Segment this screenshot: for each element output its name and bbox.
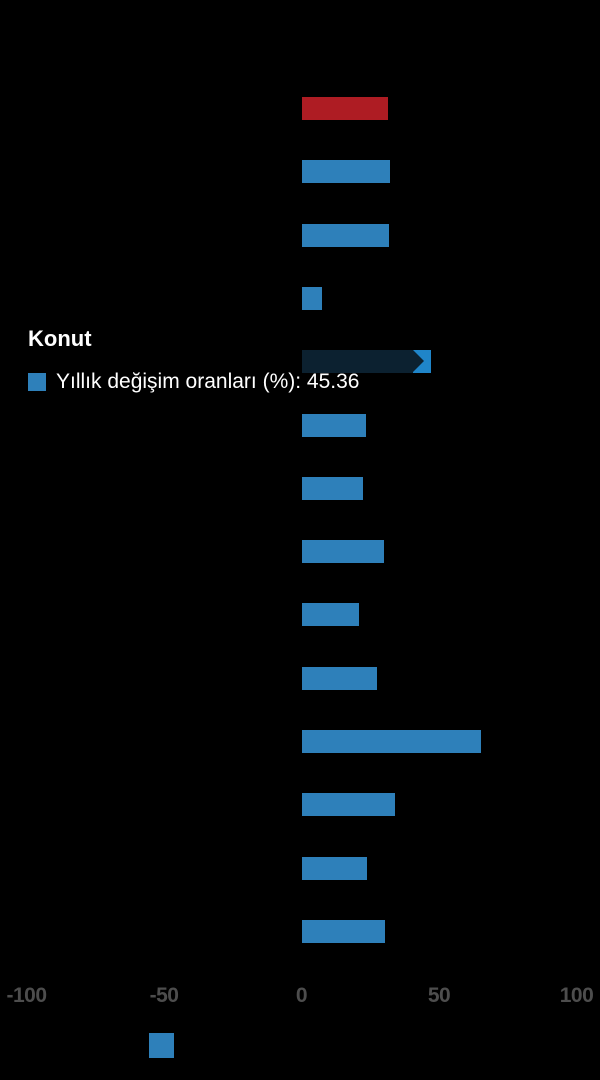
tooltip-series-marker-icon — [28, 372, 46, 391]
x-axis-tick-label: -100 — [6, 984, 47, 1007]
bar[interactable] — [301, 603, 359, 627]
x-axis-tick-label: -50 — [149, 984, 179, 1007]
bar[interactable] — [301, 97, 389, 120]
tooltip-series-text: Yıllık değişim oranları (%): 45.36 — [56, 370, 359, 393]
bar[interactable] — [301, 413, 367, 437]
arrow-notch — [413, 350, 425, 373]
legend-series-marker-icon[interactable] — [149, 1033, 174, 1058]
x-axis-tick-label: 0 — [295, 984, 308, 1007]
tooltip: Konut Yıllık değişim oranları (%): 45.36 — [28, 327, 359, 393]
bar[interactable] — [301, 223, 389, 247]
tooltip-separator: : — [295, 370, 307, 393]
tooltip-series-label: Yıllık değişim oranları (%) — [56, 370, 296, 393]
tooltip-category-title: Konut — [28, 326, 92, 351]
bar-konut-active[interactable] — [301, 350, 432, 374]
bar[interactable] — [301, 793, 395, 817]
bar[interactable] — [301, 540, 384, 564]
bar[interactable] — [301, 476, 363, 500]
bar[interactable] — [301, 666, 377, 690]
bar[interactable] — [301, 730, 482, 753]
x-axis-tick-label: 50 — [427, 984, 451, 1007]
bar[interactable] — [301, 286, 323, 310]
bar[interactable] — [301, 856, 367, 880]
active-bar-arrow-icon — [413, 350, 432, 374]
x-axis-tick-label: 100 — [559, 984, 594, 1007]
tooltip-series-value: 45.36 — [306, 370, 360, 393]
bar[interactable] — [301, 160, 390, 184]
bar[interactable] — [301, 919, 386, 943]
legend — [149, 1033, 174, 1058]
tooltip-series-line: Yıllık değişim oranları (%): 45.36 — [28, 370, 359, 393]
